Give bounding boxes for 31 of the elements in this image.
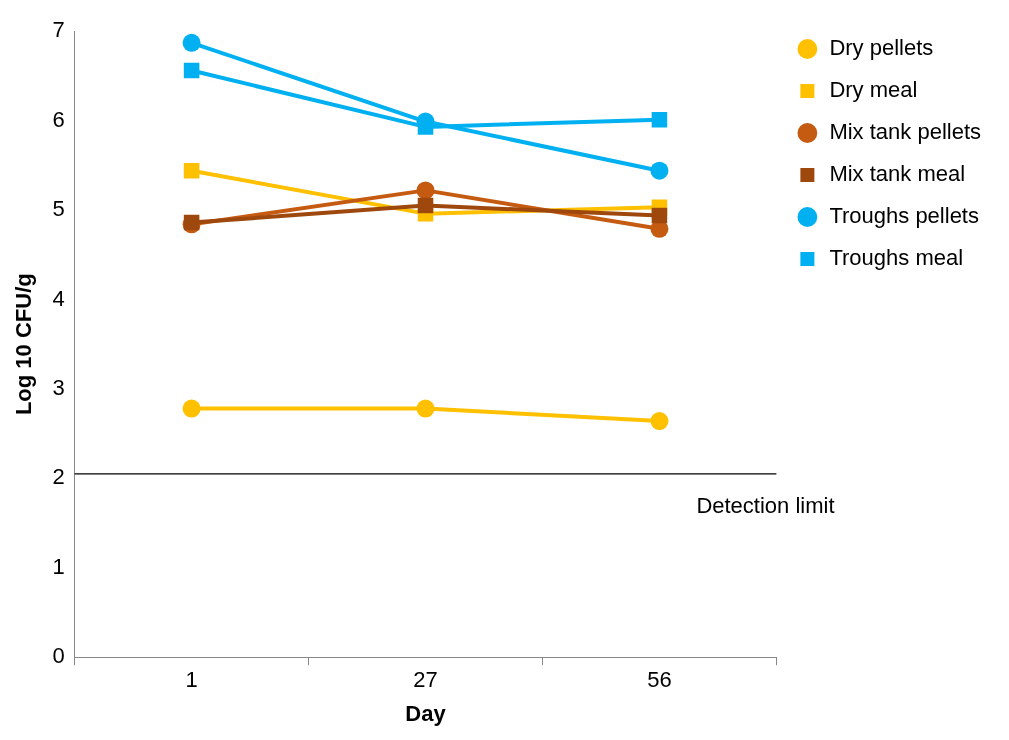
y-tick-label: 7 xyxy=(52,17,65,43)
point xyxy=(417,197,434,214)
x-axis-title: Day xyxy=(405,700,447,726)
point xyxy=(650,412,669,431)
point xyxy=(183,162,200,179)
x-tick-label: 27 xyxy=(413,667,438,693)
point xyxy=(650,161,669,180)
y-tick-label: 4 xyxy=(52,285,65,311)
y-tick-label: 3 xyxy=(52,374,65,400)
point xyxy=(651,207,668,224)
legend-label: Mix tank pellets xyxy=(829,119,982,145)
legend-label: Dry pellets xyxy=(829,35,934,61)
legend-label: Mix tank meal xyxy=(829,161,966,187)
x-tick-label: 1 xyxy=(185,667,198,693)
point xyxy=(183,62,200,79)
y-tick-label: 6 xyxy=(52,106,65,132)
point xyxy=(416,399,435,418)
x-tick-label: 56 xyxy=(647,667,672,693)
y-tick-label: 0 xyxy=(52,643,65,669)
legend-label: Dry meal xyxy=(829,77,918,103)
point xyxy=(416,181,435,200)
ref-line-label: Detection limit xyxy=(696,492,835,518)
y-axis-title: Log 10 CFU/g xyxy=(11,273,37,416)
y-tick-label: 1 xyxy=(52,553,65,579)
point xyxy=(182,399,201,418)
y-tick-label: 5 xyxy=(52,196,65,222)
legend-label: Troughs meal xyxy=(829,245,964,271)
point xyxy=(182,33,201,52)
point xyxy=(651,111,668,128)
y-tick-label: 2 xyxy=(52,464,65,490)
legend-label: Troughs pellets xyxy=(829,203,979,229)
